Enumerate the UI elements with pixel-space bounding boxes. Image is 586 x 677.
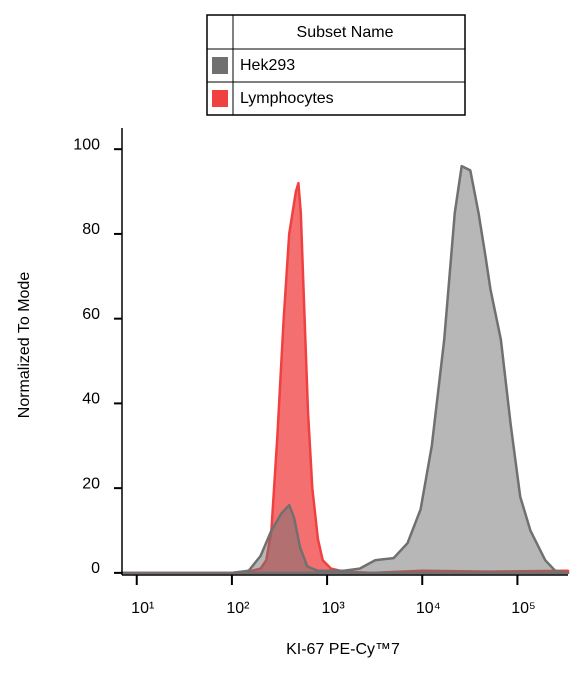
y-tick-label: 60 [82,306,100,323]
legend-swatch [212,90,228,107]
legend-title: Subset Name [297,24,394,41]
legend-box [206,14,466,116]
legend-label: Hek293 [240,57,295,74]
x-axis-label: KI-67 PE-Cy™7 [286,641,400,658]
x-tick-label: 10⁵ [511,600,535,617]
x-tick-label: 10² [226,600,250,617]
y-tick-label: 0 [91,560,100,577]
area [120,164,570,575]
x-tick-label: 10³ [322,600,346,617]
y-tick-label: 80 [82,221,100,238]
legend-label: Lymphocytes [240,90,334,107]
x-tick-label: 10¹ [131,600,154,617]
x-tick-label: 10⁴ [416,600,441,617]
y-axis-label: Normalized To Mode [16,272,33,419]
y-tick-label: 20 [82,475,100,492]
y-tick-label: 40 [82,391,100,408]
legend-swatch [212,57,228,74]
y-tick-label: 100 [73,136,100,153]
